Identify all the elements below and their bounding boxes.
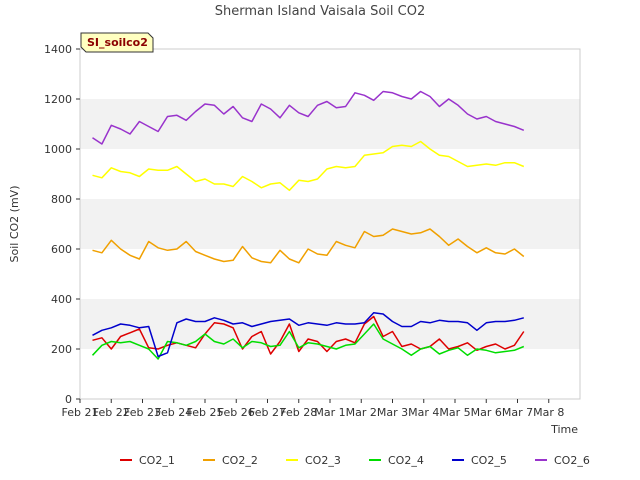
x-tick-label: Feb 27 [249,406,286,419]
x-tick-label: Feb 24 [155,406,192,419]
x-tick-label: Mar 5 [439,406,470,419]
series-line-co2-3 [92,140,525,192]
legend-label: CO2_3 [305,454,341,467]
series-line-co2-5 [92,312,524,358]
grid-band [80,199,580,249]
x-tick-label: Mar 3 [377,406,408,419]
x-tick-label: Feb 23 [124,406,161,419]
y-tick-label: 200 [51,343,72,356]
y-tick-label: 600 [51,243,72,256]
y-axis: 0 200 400 600 800 1000 1200 1400 [44,43,80,406]
x-tick-label: Mar 8 [533,406,564,419]
grid-band [80,49,580,99]
legend-label: CO2_2 [222,454,258,467]
grid-bands [80,49,580,399]
grid-band [80,149,580,199]
x-tick-label: Feb 28 [280,406,317,419]
legend-label: CO2_4 [388,454,424,467]
badge-label: SI_soilco2 [87,36,148,49]
x-tick-label: Mar 4 [408,406,439,419]
x-tick-label: Mar 2 [346,406,377,419]
x-tick-label: Mar 6 [471,406,502,419]
source-badge: SI_soilco2 [80,32,154,53]
y-axis-label: Soil CO2 (mV) [8,186,21,263]
legend-label: CO2_5 [471,454,507,467]
legend-label: CO2_1 [139,454,175,467]
y-tick-label: 400 [51,293,72,306]
legend-label: CO2_6 [554,454,590,467]
y-tick-label: 1200 [44,93,72,106]
x-axis-label: Time [550,423,578,436]
x-tick-label: Mar 7 [502,406,533,419]
x-tick-label: Feb 26 [218,406,255,419]
x-tick-label: Feb 21 [62,406,99,419]
grid-band [80,349,580,399]
x-tick-label: Mar 1 [314,406,345,419]
chart-title: Sherman Island Vaisala Soil CO2 [215,4,425,19]
y-tick-label: 0 [65,393,72,406]
series-line-co2-2 [92,228,525,264]
series-line-co2-4 [91,323,525,360]
series-layer [91,90,525,360]
grid-band [80,249,580,299]
y-tick-label: 1400 [44,43,72,56]
x-tick-label: Feb 25 [187,406,224,419]
badge-shape [80,32,154,53]
y-tick-label: 1000 [44,143,72,156]
series-line-co2-6 [92,90,525,145]
x-tick-label: Feb 22 [93,406,130,419]
legend: CO2_1 CO2_2 CO2_3 CO2_4 CO2_5 CO2_6 [120,454,590,467]
y-tick-label: 800 [51,193,72,206]
